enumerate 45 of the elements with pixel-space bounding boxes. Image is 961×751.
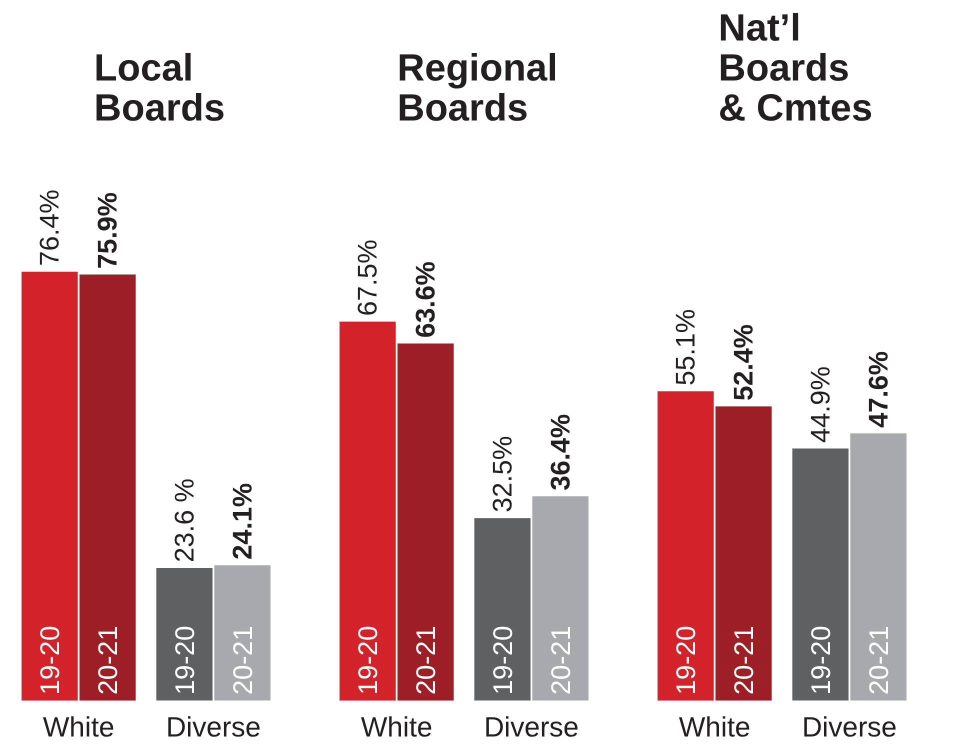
x-tick-label: White (678, 712, 750, 742)
x-tick-label: White (360, 712, 432, 742)
data-label: 47.6% (863, 351, 894, 428)
series-label: 20-21 (411, 626, 442, 695)
chart-title: Local Boards (94, 48, 225, 130)
x-tick-label: Diverse (484, 712, 579, 742)
bar (474, 518, 531, 700)
data-label: 67.5% (352, 239, 383, 316)
data-label: 52.4% (728, 324, 759, 401)
series-label: 20-21 (729, 626, 760, 695)
text: 20-21 (228, 626, 258, 695)
data-label: 75.9% (92, 192, 123, 269)
bar (658, 391, 714, 700)
bar (850, 433, 906, 700)
x-tick-label: White (42, 712, 114, 742)
data-label: 76.4% (34, 189, 65, 266)
data-label: 23.6 % (169, 478, 200, 562)
data-label: 63.6% (410, 261, 441, 338)
bar (22, 272, 78, 700)
text: 20-21 (546, 626, 576, 695)
bar (792, 448, 849, 700)
bar (716, 406, 772, 700)
bar (156, 568, 213, 700)
data-label: 24.1% (227, 483, 258, 560)
series-label: 19-20 (671, 626, 702, 695)
bar (340, 322, 396, 700)
chart-title: Regional Boards (397, 48, 558, 130)
bar (80, 274, 136, 700)
bar (532, 496, 588, 700)
data-label: 36.4% (545, 414, 576, 491)
data-label: 55.1% (670, 309, 701, 386)
text: 20-21 (864, 626, 894, 695)
chart-title: Nat’l Boards & Cmtes (718, 8, 873, 130)
data-label: 32.5% (487, 436, 518, 512)
series-label: 20-21 (93, 626, 124, 695)
data-label: 44.9% (805, 366, 836, 443)
text: 19-20 (488, 626, 518, 695)
bar (214, 565, 270, 700)
series-label: 19-20 (35, 626, 66, 695)
bar (398, 344, 454, 700)
series-label: 19-20 (353, 626, 384, 695)
text: 19-20 (806, 626, 836, 695)
x-tick-label: Diverse (166, 712, 261, 742)
text: 19-20 (170, 626, 200, 695)
x-tick-label: Diverse (802, 712, 897, 742)
